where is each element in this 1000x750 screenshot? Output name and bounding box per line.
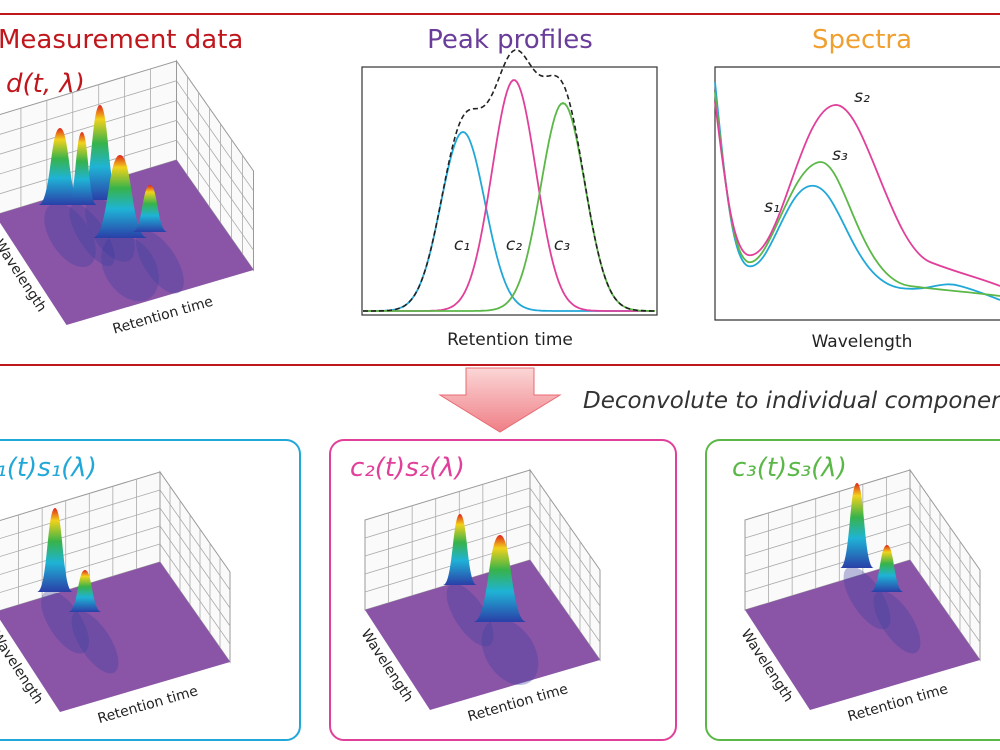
peak-shadow bbox=[481, 619, 539, 685]
peak-frame bbox=[361, 66, 658, 316]
down-arrow bbox=[438, 367, 562, 433]
profile-curve bbox=[363, 102, 655, 312]
wall-grid bbox=[529, 505, 601, 607]
wall-grid bbox=[364, 505, 531, 557]
component-formula: c₂(t)s₂(λ) bbox=[350, 453, 465, 483]
axis-label: Retention time bbox=[447, 330, 573, 350]
peak-shadow bbox=[446, 583, 494, 647]
peak-shadow bbox=[843, 566, 891, 630]
wall-grid bbox=[909, 523, 981, 625]
step-label: Deconvolute to individual components bbox=[583, 388, 1000, 414]
peak-shadow bbox=[69, 203, 115, 267]
wall-grid bbox=[744, 541, 911, 593]
peak bbox=[92, 155, 148, 238]
peak bbox=[80, 105, 120, 200]
wall-grid bbox=[364, 487, 531, 539]
plot-wall bbox=[909, 468, 981, 662]
wall-grid bbox=[159, 507, 231, 609]
peak-shadow bbox=[101, 234, 159, 302]
peak bbox=[37, 508, 73, 592]
curve-label: c₃ bbox=[554, 235, 570, 255]
spectrum-curve bbox=[714, 91, 1000, 297]
peak-shadow bbox=[44, 202, 96, 268]
wall-grid bbox=[0, 489, 161, 539]
peak-shadow bbox=[71, 610, 119, 674]
wall-grid bbox=[0, 100, 177, 155]
component-formula: c₁(t)s₁(λ) bbox=[0, 453, 97, 483]
wall-grid bbox=[529, 523, 601, 625]
sum-curve bbox=[363, 49, 655, 312]
wall-grid bbox=[909, 505, 981, 607]
wall-grid bbox=[0, 543, 161, 593]
wall-grid bbox=[159, 489, 231, 591]
spectra-title: Spectra bbox=[812, 25, 912, 55]
measurement-title: Measurement data bbox=[0, 25, 243, 55]
wall-grid bbox=[0, 525, 161, 575]
curve-label: c₂ bbox=[506, 235, 522, 255]
wall-grid bbox=[744, 523, 911, 575]
wall-grid bbox=[176, 80, 254, 192]
curve-label: s₁ bbox=[764, 197, 780, 217]
wall-grid bbox=[0, 507, 161, 557]
peak bbox=[870, 545, 904, 592]
wall-grid bbox=[176, 100, 254, 211]
component-formula: c₃(t)s₃(λ) bbox=[732, 453, 847, 483]
wall-grid bbox=[744, 487, 911, 539]
component-box bbox=[705, 439, 1000, 741]
component-box bbox=[0, 439, 301, 741]
peak bbox=[443, 514, 477, 585]
spectra-frame bbox=[714, 66, 1000, 321]
spectrum-curve bbox=[714, 81, 1000, 301]
axis-label: Wavelength bbox=[812, 332, 913, 352]
peak bbox=[132, 185, 168, 232]
peak bbox=[38, 128, 82, 205]
peak-curves bbox=[363, 49, 655, 312]
curve-label: s₂ bbox=[854, 87, 870, 107]
wall-grid bbox=[909, 487, 981, 589]
wall-grid bbox=[909, 541, 981, 643]
peak-title: Peak profiles bbox=[427, 25, 593, 55]
plot-wall bbox=[529, 468, 601, 662]
curve-label: s₃ bbox=[832, 145, 848, 165]
wall-grid bbox=[529, 541, 601, 643]
peak bbox=[840, 483, 874, 568]
wall-grid bbox=[529, 487, 601, 589]
peak-shadow bbox=[41, 590, 89, 654]
curve-label: c₁ bbox=[454, 235, 470, 255]
peak bbox=[68, 570, 102, 612]
spectrum-curve bbox=[714, 101, 1000, 287]
peak bbox=[67, 132, 97, 205]
component-box bbox=[329, 439, 677, 741]
wall-grid bbox=[159, 525, 231, 627]
wall-grid bbox=[0, 80, 177, 135]
wall-grid bbox=[364, 523, 531, 575]
wall-grid bbox=[159, 543, 231, 645]
plot-floor bbox=[0, 562, 230, 712]
wall-grid bbox=[744, 505, 911, 557]
wall-grid bbox=[176, 139, 254, 251]
plot-floor bbox=[745, 560, 980, 710]
peak-shadow bbox=[873, 590, 921, 654]
plot-floor bbox=[365, 560, 600, 710]
peak bbox=[473, 535, 527, 622]
peak-shadow bbox=[136, 230, 184, 294]
wall-grid bbox=[176, 120, 254, 231]
